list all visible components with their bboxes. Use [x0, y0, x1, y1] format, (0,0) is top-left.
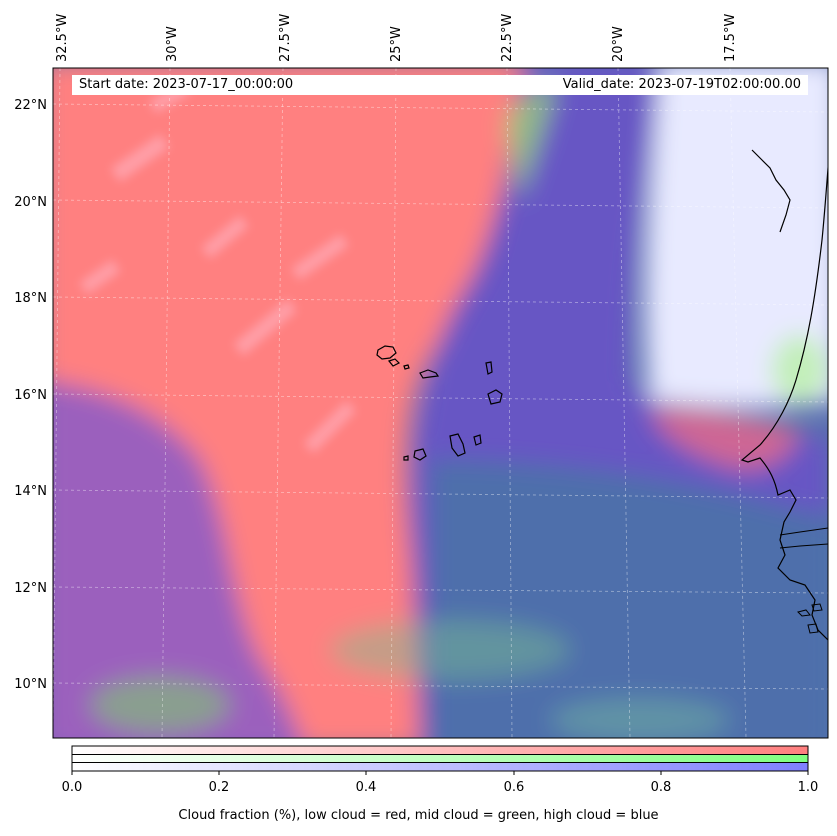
colorbar-tick-label: 0.2 [209, 780, 230, 795]
valid-date-label: Valid_date: 2023-07-19T02:00:00.00 [472, 75, 808, 95]
lat-tick-label: 22°N [14, 98, 47, 113]
cloud-texture [79, 80, 357, 454]
colorbar-tick-label: 0.4 [356, 780, 377, 795]
mid-cloud-south-east [550, 698, 730, 738]
island-sao-nicolau [419, 369, 440, 379]
cloud-field [53, 68, 828, 738]
island-santiago [449, 433, 466, 457]
mid-cloud-streak [505, 80, 555, 200]
colorbar-mid-cloud [72, 755, 808, 762]
island-maio [473, 434, 482, 446]
cape-verde-islands [376, 345, 503, 461]
africa-coastline [740, 160, 828, 641]
island-santo-antao [376, 345, 397, 360]
lon-tick-label: 27.5°W [278, 14, 293, 62]
cloud-streak [291, 234, 349, 280]
gambia-river-outline [779, 527, 828, 549]
lon-tick-label: 20°W [611, 26, 626, 62]
map-frame [52, 67, 829, 739]
cloud-streak [79, 259, 121, 295]
gridline-lon [273, 68, 284, 738]
lat-tick-label: 20°N [14, 195, 47, 210]
colorbar-ticks [71, 771, 809, 775]
lon-tick-label: 25°W [389, 26, 404, 62]
island-santa-luzia [403, 364, 410, 370]
lat-tick-label: 16°N [14, 388, 47, 403]
colorbar-low-cloud [72, 746, 808, 754]
colorbar-high-cloud [72, 763, 808, 771]
island-sal [485, 361, 493, 375]
colorbar-frame [71, 745, 809, 772]
lat-tick-label: 14°N [14, 484, 47, 499]
colorbar: 0.0 0.2 0.4 0.6 0.8 1.0 [62, 745, 819, 795]
island-brava [403, 455, 409, 461]
cloud-streak [110, 134, 170, 182]
mid-cloud-south-center [330, 620, 570, 680]
lat-tick-label: 12°N [14, 581, 47, 596]
colorbar-tick-label: 1.0 [798, 780, 819, 795]
lat-tick-label: 10°N [14, 677, 47, 692]
gridline-lon [729, 68, 747, 738]
low-cloud-coastal [650, 407, 800, 470]
lon-tick-label: 30°W [165, 26, 180, 62]
mid-cloud-south-west [90, 677, 230, 733]
latitude-ticks: 22°N 20°N 18°N 16°N 14°N 12°N 10°N [14, 98, 47, 692]
gridline-lon [390, 68, 397, 738]
colorbar-tick-labels: 0.0 0.2 0.4 0.6 0.8 1.0 [62, 780, 819, 795]
cloud-streak [233, 299, 297, 356]
clear-east-region [645, 68, 828, 408]
lat-tick-label: 18°N [14, 291, 47, 306]
cloud-streak [201, 215, 249, 259]
start-date-label: Start date: 2023-07-17_00:00:00 [72, 75, 472, 95]
lon-tick-label: 17.5°W [723, 14, 738, 62]
lon-tick-label: 22.5°W [500, 14, 515, 62]
colorbar-tick-label: 0.8 [651, 780, 672, 795]
colorbar-tick-label: 0.0 [62, 780, 83, 795]
bissagos-islands [797, 603, 823, 634]
island-fogo [413, 448, 427, 461]
mid-cloud-coast [772, 335, 828, 405]
gridline-lon [506, 68, 513, 738]
island-boa-vista [487, 389, 503, 405]
lon-tick-label: 32.5°W [55, 14, 70, 62]
gridline-lon [161, 68, 171, 738]
cloud-streak [303, 400, 357, 454]
gridline-lon [53, 68, 61, 738]
gridline-lon [617, 68, 631, 738]
high-low-mix-west [53, 381, 301, 738]
gridlines [53, 68, 828, 738]
longitude-ticks: 32.5°W 30°W 27.5°W 25°W 22.5°W 20°W 17.5… [55, 14, 738, 62]
island-sao-vicente [387, 358, 401, 367]
map-panel [53, 68, 828, 738]
colorbar-label: Cloud fraction (%), low cloud = red, mid… [178, 808, 659, 823]
cape-blanc-coast [751, 149, 791, 233]
colorbar-tick-label: 0.6 [504, 780, 525, 795]
